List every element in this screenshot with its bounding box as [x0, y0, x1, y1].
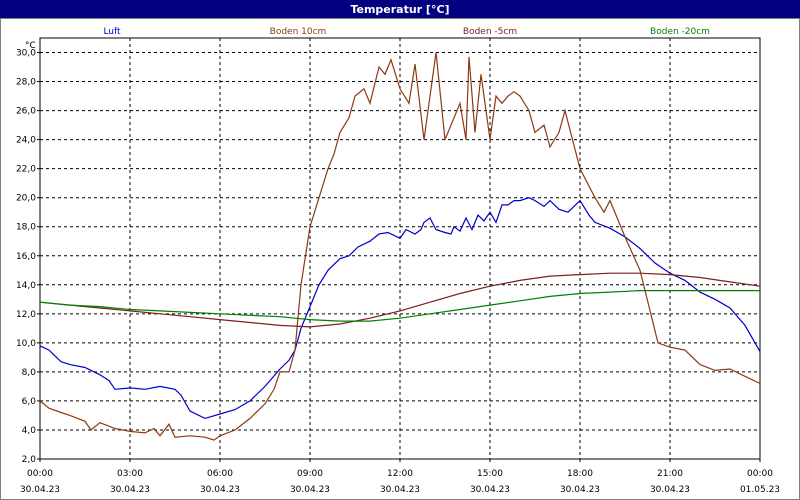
x-tick-time-label: 00:00 [27, 469, 53, 479]
chart-title-bar: Temperatur [°C] [0, 0, 800, 18]
x-tick-date-label: 30.04.23 [470, 485, 510, 495]
x-tick-date-label: 30.04.23 [110, 485, 150, 495]
x-tick-date-label: 30.04.23 [560, 485, 600, 495]
y-tick-label: 22,0 [16, 165, 36, 175]
y-tick-label: 16,0 [16, 252, 36, 262]
y-tick-label: 8,0 [22, 368, 37, 378]
y-tick-label: 24,0 [16, 136, 36, 146]
series-line-luft [39, 197, 761, 420]
x-tick-time-label: 09:00 [297, 469, 323, 479]
y-tick-label: 26,0 [16, 107, 36, 117]
x-tick-time-label: 12:00 [387, 469, 413, 479]
grid-lines [40, 38, 760, 459]
y-axis-ticks: 2,0 4,0 6,0 8,0 10,0 12,0 14,0 16,0 18,0 20,0 22,0… [16, 49, 40, 465]
x-axis-ticks: 00:00 30.04.23 03:00 30.04.23 06:00 30.04.23 0… [20, 459, 780, 495]
legend: Luft Boden 10cm Boden -5cm Boden -20cm [103, 27, 710, 37]
x-tick-time-label: 15:00 [477, 469, 503, 479]
x-tick-date-label: 30.04.23 [20, 485, 60, 495]
x-tick-date-label: 30.04.23 [290, 485, 330, 495]
y-tick-label: 10,0 [16, 339, 36, 349]
y-axis-unit: °C [25, 41, 36, 51]
legend-item: Boden -20cm [650, 27, 710, 37]
y-tick-label: 18,0 [16, 223, 36, 233]
legend-item: Luft [103, 27, 121, 37]
y-tick-label: 14,0 [16, 281, 36, 291]
y-tick-label: 6,0 [22, 397, 37, 407]
x-tick-time-label: 03:00 [117, 469, 143, 479]
x-tick-time-label: 06:00 [207, 469, 233, 479]
y-tick-label: 4,0 [22, 426, 37, 436]
y-tick-label: 2,0 [22, 455, 37, 465]
x-tick-time-label: 18:00 [567, 469, 593, 479]
y-tick-label: 12,0 [16, 310, 36, 320]
x-tick-date-label: 30.04.23 [200, 485, 240, 495]
legend-item: Boden 10cm [270, 27, 327, 37]
y-tick-label: 28,0 [16, 78, 36, 88]
series-line-boden-10cm [39, 52, 761, 441]
x-tick-time-label: 21:00 [657, 469, 683, 479]
y-tick-label: 30,0 [16, 49, 36, 59]
x-tick-date-label: 01.05.23 [740, 485, 780, 495]
x-tick-date-label: 30.04.23 [380, 485, 420, 495]
x-tick-date-label: 30.04.23 [650, 485, 690, 495]
series-line-boden-20cm [39, 290, 760, 322]
series-lines [39, 52, 761, 441]
legend-item: Boden -5cm [463, 27, 517, 37]
y-tick-label: 20,0 [16, 194, 36, 204]
series-line-boden-5cm [39, 272, 761, 328]
chart-title: Temperatur [°C] [350, 2, 450, 16]
x-tick-time-label: 00:00 [747, 469, 773, 479]
